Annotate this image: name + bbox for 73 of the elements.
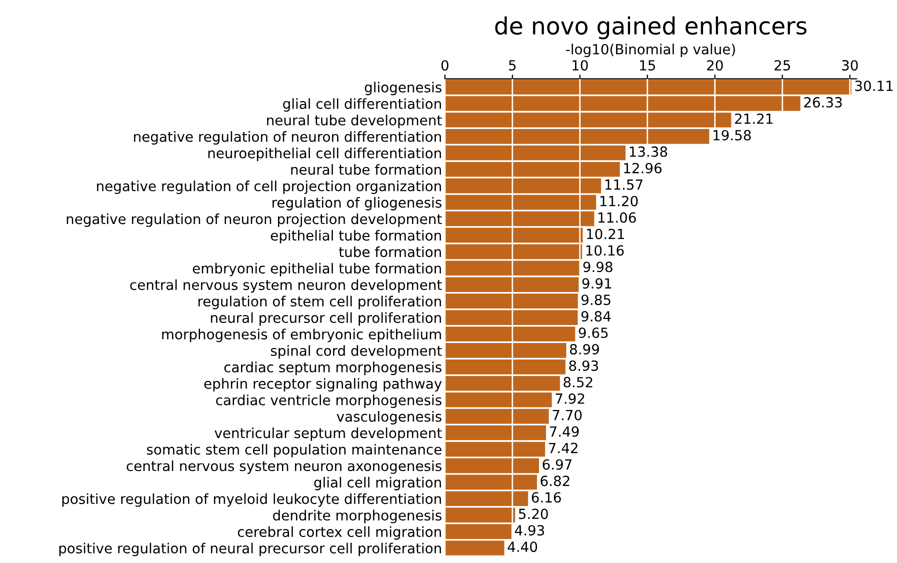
data-label: 8.93 [569, 360, 598, 371]
y-tick-label: negative regulation of cell projection organization [97, 180, 441, 194]
y-tick-label: neuroepithelial cell differentiation [208, 148, 441, 162]
data-label: 11.06 [598, 212, 636, 223]
data-label: 11.20 [600, 196, 638, 206]
y-tick-label: central nervous system neuron axonogenesis [126, 460, 442, 474]
x-axis-title: -log10(Binomial p value) [566, 44, 735, 58]
y-tick-label: neural precursor cell proliferation [210, 312, 441, 326]
y-tick-label: positive regulation of neural precursor cell proliferation [59, 542, 441, 556]
data-label: 10.16 [586, 245, 624, 256]
data-label: 7.70 [552, 410, 582, 420]
y-tick-label: positive regulation of myeloid leukocyte differentiation [62, 493, 441, 507]
data-label: 6.16 [532, 492, 561, 503]
bar [444, 211, 594, 226]
data-label: 9.85 [582, 294, 610, 306]
y-tick-label: regulation of stem cell proliferation [198, 296, 441, 310]
data-label: 8.99 [570, 344, 599, 354]
data-label: 7.49 [550, 426, 579, 437]
data-label: 9.91 [582, 278, 612, 289]
y-tick-label: regulation of gliogenesis [272, 197, 442, 210]
bar [444, 194, 596, 210]
y-tick-label: ephrin receptor signaling pathway [204, 378, 442, 392]
data-label: 19.58 [714, 130, 751, 140]
data-label: 12.96 [624, 162, 662, 174]
y-tick-label: spinal cord development [270, 345, 442, 359]
x-tick-label: 30 [842, 60, 858, 71]
data-label: 8.52 [564, 376, 592, 388]
y-tick-label: cerebral cortex cell migration [238, 526, 441, 540]
data-label: 30.11 [855, 80, 893, 92]
y-tick-label: morphogenesis of embryonic epithelium [162, 328, 441, 342]
y-tick-label: glial cell differentiation [283, 98, 441, 112]
y-tick-label: neural tube development [267, 114, 442, 128]
data-label: 6.97 [542, 459, 572, 470]
y-tick-label: tube formation [338, 246, 441, 258]
y-tick-label: cardiac ventricle morphogenesis [216, 394, 442, 408]
data-label: 9.65 [578, 328, 608, 338]
x-tick-label: 5 [509, 60, 516, 71]
y-tick-label: negative regulation of neuron projection development [66, 213, 442, 227]
bar [444, 425, 546, 440]
bar [444, 228, 583, 243]
y-tick-label: dendrite morphogenesis [273, 510, 442, 524]
y-tick-label: cardiac septum morphogenesis [224, 362, 442, 376]
y-tick-label: embryonic epithelial tube formation [192, 262, 441, 276]
x-tick-label: 20 [707, 60, 723, 71]
x-tick-label: 25 [774, 60, 790, 71]
x-tick-label: 0 [441, 60, 448, 71]
x-tick-label: 15 [640, 60, 656, 71]
data-label: 10.21 [587, 228, 624, 240]
data-label: 7.92 [556, 393, 584, 404]
y-tick-label: vasculogenesis [336, 411, 442, 424]
data-label: 6.82 [540, 476, 570, 486]
y-tick-label: ventricular septum development [214, 427, 442, 441]
y-tick-label: neural tube formation [291, 164, 441, 175]
data-label: 13.38 [630, 146, 668, 157]
bar [444, 458, 539, 474]
bar [444, 442, 546, 457]
x-tick-label: 10 [572, 60, 588, 71]
data-label: 4.40 [508, 542, 538, 552]
data-label: 26.33 [804, 97, 842, 108]
chart-title: de novo gained enhancers [495, 16, 806, 40]
y-tick-label: central nervous system neuron development [130, 279, 442, 293]
data-label: 5.20 [518, 508, 548, 520]
y-tick-label: negative regulation of neuron differentiation [134, 131, 441, 145]
data-label: 11.57 [605, 180, 642, 190]
y-tick-label: glial cell migration [314, 476, 441, 490]
data-label: 9.98 [583, 262, 612, 272]
data-label: 7.42 [548, 442, 578, 454]
y-tick-label: gliogenesis [364, 82, 442, 96]
data-label: 21.21 [735, 114, 772, 124]
y-tick-label: somatic stem cell population maintenance [146, 444, 442, 458]
data-label: 9.84 [581, 311, 611, 322]
data-label: 4.93 [514, 525, 544, 536]
y-tick-label: epithelial tube formation [270, 230, 441, 244]
